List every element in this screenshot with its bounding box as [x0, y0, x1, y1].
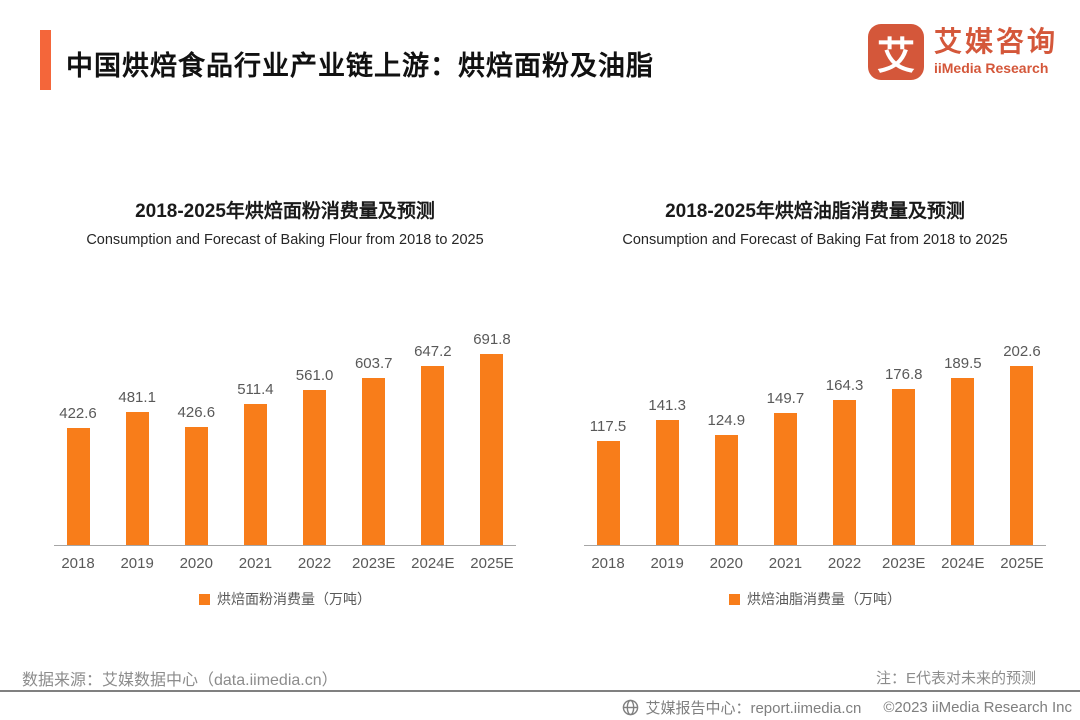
bar — [1010, 366, 1034, 545]
bar — [892, 389, 916, 545]
bar — [655, 420, 679, 545]
chart-legend: 烘焙面粉消费量（万吨） — [54, 589, 516, 609]
bar-value-label: 511.4 — [237, 381, 274, 398]
x-axis-tick-label: 2019 — [120, 555, 154, 572]
x-axis-tick-label: 2025E — [1000, 555, 1044, 572]
legend-swatch — [729, 593, 740, 605]
copyright-text: ©2023 iiMedia Research Inc — [883, 699, 1072, 716]
bar-group: 603.7 — [355, 355, 392, 545]
bar-value-label: 189.5 — [944, 355, 982, 372]
bar-value-label: 647.2 — [414, 343, 452, 360]
legend-label: 烘焙油脂消费量（万吨） — [747, 591, 901, 607]
bar-group: 176.8 — [885, 366, 922, 545]
x-axis-tick-label: 2025E — [470, 555, 514, 572]
bar-group: 124.9 — [708, 412, 745, 545]
fat-consumption-chart: 2018-2025年烘焙油脂消费量及预测 Consumption and For… — [584, 196, 1046, 609]
chart-title: 2018-2025年烘焙油脂消费量及预测 — [665, 201, 965, 222]
bar — [184, 427, 208, 545]
bar-value-label: 426.6 — [177, 404, 216, 421]
chart-title: 2018-2025年烘焙面粉消费量及预测 — [135, 201, 435, 222]
brand-name-en: iiMedia Research — [933, 60, 1049, 77]
title-accent-bar — [40, 30, 51, 90]
bar — [303, 390, 327, 545]
bar-value-label: 202.6 — [1003, 343, 1041, 360]
bar-value-label: 603.7 — [354, 355, 393, 372]
bar-group: 561.0 — [296, 367, 333, 545]
x-axis-tick-label: 2019 — [650, 555, 684, 572]
chart-subtitle: Consumption and Forecast of Baking Flour… — [86, 232, 484, 248]
bar — [714, 435, 738, 545]
bar — [951, 378, 975, 545]
bar — [773, 413, 797, 545]
globe-icon — [622, 699, 639, 716]
bar-value-label: 164.3 — [825, 377, 864, 394]
bar-group: 691.8 — [473, 331, 511, 545]
flour-consumption-chart: 2018-2025年烘焙面粉消费量及预测 Consumption and For… — [54, 196, 516, 609]
bar — [125, 412, 149, 545]
forecast-note: 注：E代表对未来的预测 — [875, 670, 1036, 687]
legend-label: 烘焙面粉消费量（万吨） — [217, 591, 371, 607]
bar — [362, 378, 386, 545]
brand-name-zh: 艾媒咨询 — [933, 26, 1058, 58]
bar-group: 202.6 — [1003, 343, 1041, 545]
report-center-link: 艾媒报告中心：report.iimedia.cn — [645, 700, 862, 717]
x-axis-tick-label: 2020 — [709, 555, 743, 572]
bar-value-label: 149.7 — [766, 390, 805, 407]
bar-value-label: 691.8 — [473, 331, 511, 348]
brand-logo-text: 艾媒咨询 iiMedia Research — [934, 27, 1058, 76]
bar — [833, 400, 857, 545]
bar-group: 422.6 — [59, 405, 97, 545]
bar-plot-area: 117.5 141.3 124.9 149.7 164.3 176.8 189.5 202.6 — [584, 262, 1046, 546]
bar-group: 149.7 — [767, 390, 804, 545]
bar-group: 481.1 — [118, 389, 156, 545]
bar-group: 511.4 — [237, 381, 274, 545]
x-axis-tick-label: 2022 — [827, 555, 862, 572]
bar — [66, 428, 90, 545]
bar — [480, 354, 504, 545]
x-axis-tick-label: 2024E — [411, 555, 455, 572]
bar-group: 117.5 — [590, 418, 626, 545]
footer-bar: 艾媒报告中心：report.iimedia.cn ©2023 iiMedia R… — [622, 697, 1072, 718]
bar-group: 189.5 — [944, 355, 982, 545]
bar-value-label: 176.8 — [884, 366, 923, 383]
bar-value-label: 481.1 — [118, 389, 156, 406]
bar — [596, 441, 620, 545]
bar-value-label: 422.6 — [59, 405, 97, 422]
bar-value-label: 117.5 — [589, 418, 627, 435]
bar — [421, 366, 445, 545]
legend-swatch — [199, 593, 210, 605]
x-axis-tick-label: 2021 — [238, 555, 273, 572]
x-axis-labels: 2018 2019 2020 2021 2022 2023E 2024E 2025E — [584, 555, 1046, 572]
brand-logo-icon: 艾 — [867, 24, 924, 80]
x-axis-tick-label: 2024E — [941, 555, 985, 572]
x-axis-labels: 2018 2019 2020 2021 2022 2023E 2024E 2025E — [54, 555, 516, 572]
bar-value-label: 141.3 — [648, 397, 686, 414]
x-axis-tick-label: 2020 — [179, 555, 213, 572]
bar-plot-area: 422.6 481.1 426.6 511.4 561.0 603.7 647.2 691.8 — [54, 262, 516, 546]
bar-group: 426.6 — [178, 404, 215, 545]
chart-legend: 烘焙油脂消费量（万吨） — [584, 589, 1046, 609]
brand-logo: 艾 艾媒咨询 iiMedia Research — [867, 24, 1058, 80]
x-axis-tick-label: 2023E — [352, 555, 396, 572]
bar-value-label: 124.9 — [707, 412, 746, 429]
bar-group: 141.3 — [648, 397, 686, 545]
chart-subtitle: Consumption and Forecast of Baking Fat f… — [622, 232, 1008, 248]
bar-group: 647.2 — [414, 343, 452, 545]
x-axis-tick-label: 2021 — [768, 555, 803, 572]
footer-divider — [0, 690, 1080, 692]
x-axis-tick-label: 2022 — [297, 555, 332, 572]
bar — [243, 404, 267, 545]
bar-value-label: 561.0 — [295, 367, 334, 384]
x-axis-tick-label: 2018 — [61, 555, 95, 572]
x-axis-tick-label: 2023E — [882, 555, 926, 572]
x-axis-tick-label: 2018 — [591, 555, 625, 572]
page-title: 中国烘焙食品行业产业链上游：烘焙面粉及油脂 — [66, 51, 654, 81]
bar-group: 164.3 — [826, 377, 863, 545]
data-source-note: 数据来源：艾媒数据中心（data.iimedia.cn） — [22, 672, 338, 689]
